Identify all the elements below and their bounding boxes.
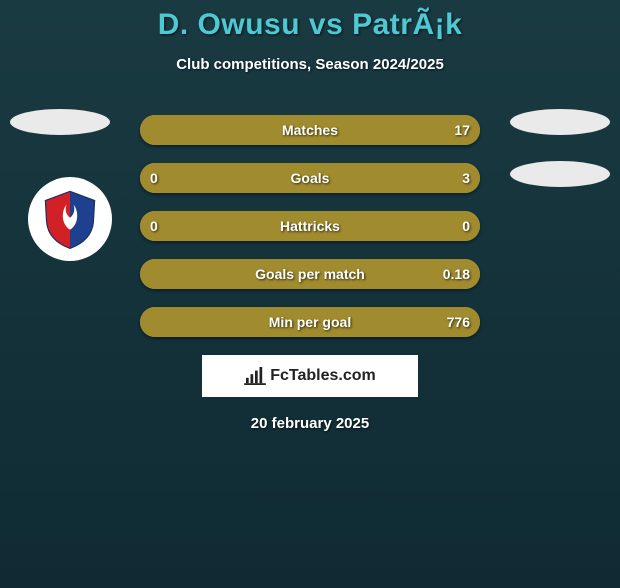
player-avatar-right-placeholder (510, 109, 610, 135)
bar-chart-icon (244, 367, 266, 385)
stat-bar: 17Matches (140, 115, 480, 145)
player-avatar-left-placeholder (10, 109, 110, 135)
stat-bar: 776Min per goal (140, 307, 480, 337)
brand-text: FcTables.com (270, 367, 376, 385)
comparison-content: 17Matches 03Goals 00Hattricks 0.18Goals per… (0, 115, 620, 432)
stat-label: Matches (140, 115, 480, 145)
stat-bar: 03Goals (140, 163, 480, 193)
page-title: D. Owusu vs PatrÃ¡k (0, 8, 620, 42)
stat-label: Min per goal (140, 307, 480, 337)
subtitle: Club competitions, Season 2024/2025 (0, 56, 620, 73)
club-logo-right-placeholder (510, 161, 610, 187)
date-text: 20 february 2025 (0, 415, 620, 432)
club-logo-left (28, 177, 112, 261)
stat-bar: 00Hattricks (140, 211, 480, 241)
stat-bar: 0.18Goals per match (140, 259, 480, 289)
fctables-brand[interactable]: FcTables.com (202, 355, 418, 397)
stat-label: Goals (140, 163, 480, 193)
stat-bars: 17Matches 03Goals 00Hattricks 0.18Goals per… (140, 115, 480, 337)
stat-label: Hattricks (140, 211, 480, 241)
stat-label: Goals per match (140, 259, 480, 289)
banik-ostrava-shield-icon (40, 189, 100, 249)
